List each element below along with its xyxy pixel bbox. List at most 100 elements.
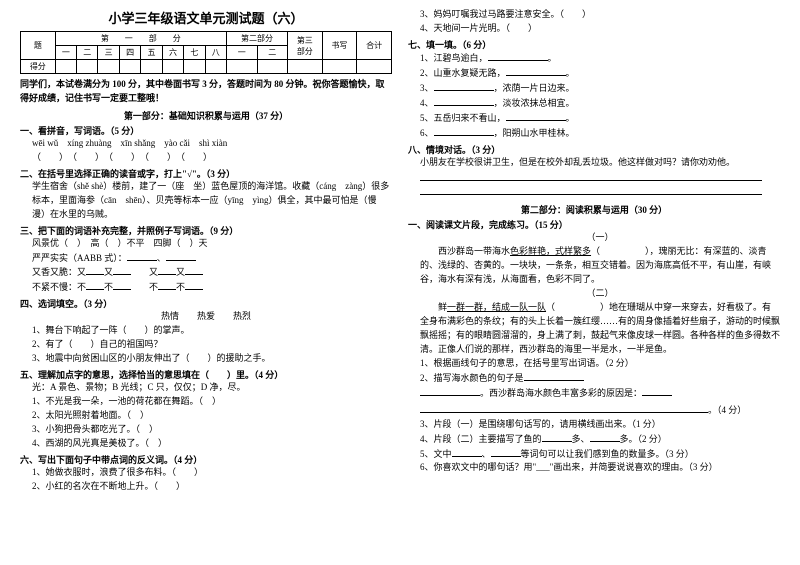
text: 。（4 分） bbox=[708, 405, 746, 415]
q1-header: 一、看拼音，写词语。（5 分） bbox=[20, 124, 392, 137]
q3-header: 三、把下面的词语补充完整，并照例子写词语。（9 分） bbox=[20, 224, 392, 237]
th: 一 bbox=[55, 46, 76, 60]
text: 5、文中 bbox=[420, 449, 452, 459]
q6-l4: 4、天地间一片光明。（ ） bbox=[408, 22, 780, 36]
th: 五 bbox=[141, 46, 162, 60]
q8-header: 八、情境对话。（3 分） bbox=[408, 143, 780, 156]
q3-l2: 严严实实（AABB 式）：、 bbox=[20, 251, 392, 266]
blank-line bbox=[420, 185, 762, 195]
th: 题 bbox=[21, 32, 56, 60]
q5-header: 五、理解加点字的意思，选择恰当的意思填在（ ）里。（4 分） bbox=[20, 368, 392, 381]
th: 七 bbox=[184, 46, 205, 60]
text: 、 bbox=[482, 449, 491, 459]
q7-l1: 1、江碧鸟逾白，。 bbox=[408, 51, 780, 66]
text: 。西沙群岛海水颜色丰富多彩的原因是： bbox=[480, 388, 642, 398]
q8-body: 小朋友在学校很讲卫生，但是在校外却乱丢垃圾。他这样做对吗？请你劝劝他。 bbox=[408, 156, 780, 170]
q7-l6: 6、 ，阳朔山水甲桂林。 bbox=[408, 126, 780, 141]
th: 合计 bbox=[357, 32, 392, 60]
r1-s5: 5、文中 、 等词句可以让我们感到鱼的数量多。（3 分） bbox=[408, 447, 780, 462]
p1-title: （一） bbox=[408, 231, 780, 245]
text: 多。（2 分） bbox=[620, 434, 667, 444]
cell bbox=[141, 60, 162, 74]
q3-l4: 不紧不慢：不不 不不 bbox=[20, 280, 392, 295]
r1-s4: 4、片段（二）主要描写了鱼的 多、 多。（2 分） bbox=[408, 432, 780, 447]
q4-words: 热情 热爱 热烈 bbox=[20, 310, 392, 324]
cell bbox=[162, 60, 183, 74]
th: 八 bbox=[205, 46, 226, 60]
q4-l2: 2、有了（ ）自己的祖国吗？ bbox=[20, 338, 392, 352]
q3-l3: 又香又脆：又又 又又 bbox=[20, 265, 392, 280]
text: ，阳朔山水甲桂林。 bbox=[494, 128, 575, 138]
part1-header: 第一部分：基础知识积累与运用（37 分） bbox=[20, 109, 392, 122]
text: 1、江碧鸟逾白， bbox=[420, 53, 488, 63]
blank-line bbox=[420, 171, 762, 181]
th: 一 bbox=[227, 46, 258, 60]
cell bbox=[322, 60, 357, 74]
q6-l3: 3、妈妈叮嘱我过马路要注意安全。（ ） bbox=[408, 8, 780, 22]
text: ，淡妆浓抹总相宜。 bbox=[494, 98, 575, 108]
q4-l3: 3、地震中向贫困山区的小朋友伸出了（ ）的援助之手。 bbox=[20, 352, 392, 366]
th: 书写 bbox=[322, 32, 357, 60]
th: 六 bbox=[162, 46, 183, 60]
q5-l2: 2、太阳光照射着地面。（ ） bbox=[20, 409, 392, 423]
q6-header: 六、写出下面句子中带点词的反义词。（4 分） bbox=[20, 453, 392, 466]
cell bbox=[227, 60, 258, 74]
text: 2、山重水复疑无路， bbox=[420, 68, 506, 78]
q3-l1: 风景优（ ） 高（ ）不平 四脚（ ）天 bbox=[20, 237, 392, 251]
text: 2、描写海水颜色的句子是 bbox=[420, 373, 524, 383]
p1-body: 西沙群岛一带海水色彩鲜艳，式样繁多（ ），瑰丽无比：有深蓝的、淡青的、浅绿的、杏… bbox=[408, 245, 780, 287]
text: 6、 bbox=[420, 128, 434, 138]
q4-l1: 1、舞台下响起了一阵（ ）的掌声。 bbox=[20, 324, 392, 338]
text: ，浓荫一片日边来。 bbox=[494, 83, 575, 93]
q5-l4: 4、西湖的风光真是美极了。（ ） bbox=[20, 437, 392, 451]
r1-s2b: 。西沙群岛海水颜色丰富多彩的原因是： bbox=[408, 386, 780, 401]
q7-l5: 5、五岳归来不看山，。 bbox=[408, 111, 780, 126]
p2-title: （二） bbox=[408, 287, 780, 301]
cell bbox=[119, 60, 140, 74]
q2-body: 学生宿舍（shě shè）楼前，建了一（座 坐）蓝色屋顶的海洋馆。收藏（cáng… bbox=[20, 180, 392, 222]
exam-title: 小学三年级语文单元测试题（六） bbox=[20, 8, 392, 27]
th: 第二部分 bbox=[227, 32, 288, 46]
q6-l1: 1、她做衣服时，浪费了很多布料。（ ） bbox=[20, 466, 392, 480]
q7-header: 七、填一填。（6 分） bbox=[408, 38, 780, 51]
r1-s2c: 。（4 分） bbox=[408, 401, 780, 418]
r1-header: 一、阅读课文片段，完成练习。（15 分） bbox=[408, 218, 780, 231]
text: 4、片段（二）主要描写了鱼的 bbox=[420, 434, 542, 444]
text: 多、 bbox=[572, 434, 590, 444]
text: 3、 bbox=[420, 83, 434, 93]
cell bbox=[205, 60, 226, 74]
q1-pinyin: wēi wǔ xíng zhuàng xīn shǎng yào cǎi shì… bbox=[20, 137, 392, 151]
p2-body: 鲜一群一群，结成一队一队（ ）地在珊瑚从中穿一来穿去，好看极了。有全身布满彩色的… bbox=[408, 301, 780, 357]
right-column: 3、妈妈叮嘱我过马路要注意安全。（ ） 4、天地间一片光明。（ ） 七、填一填。… bbox=[400, 8, 788, 557]
q5-l3: 3、小狗把骨头都吃光了。（ ） bbox=[20, 423, 392, 437]
r1-s1: 1、根据画线句子的意思，在括号里写出词语。（2 分） bbox=[408, 357, 780, 371]
q4-header: 四、选词填空。（3 分） bbox=[20, 297, 392, 310]
text: 5、五岳归来不看山， bbox=[420, 113, 506, 123]
cell bbox=[55, 60, 76, 74]
th: 二 bbox=[257, 46, 288, 60]
th: 三 bbox=[98, 46, 119, 60]
q7-l2: 2、山重水复疑无路，。 bbox=[408, 66, 780, 81]
q5-l1: 1、不光是我一朵，一池的荷花都在舞蹈。（ ） bbox=[20, 395, 392, 409]
th: 第 一 部 分 bbox=[55, 32, 226, 46]
q7-l4: 4、，淡妆浓抹总相宜。 bbox=[408, 96, 780, 111]
cell bbox=[257, 60, 288, 74]
th: 二 bbox=[77, 46, 98, 60]
q5-opts: 光：A 景色、景物；B 光线；C 只，仅仅；D 净，尽。 bbox=[20, 381, 392, 395]
q6-l2: 2、小红的名次在不断地上升。（ ） bbox=[20, 480, 392, 494]
q1-blanks: （ ） （ ） （ ） （ ） （ ） bbox=[20, 151, 392, 165]
r1-s6: 6、你喜欢文中的哪句话？用"___"画出来，并简要说说喜欢的理由。（3 分） bbox=[408, 461, 780, 475]
th: 第三部分 bbox=[288, 32, 323, 60]
q7-l3: 3、 ，浓荫一片日边来。 bbox=[408, 81, 780, 96]
th: 得分 bbox=[21, 60, 56, 74]
r1-s2: 2、描写海水颜色的句子是 bbox=[408, 371, 780, 386]
th: 四 bbox=[119, 46, 140, 60]
part2-header: 第二部分：阅读积累与运用（30 分） bbox=[408, 203, 780, 216]
cell bbox=[357, 60, 392, 74]
cell bbox=[184, 60, 205, 74]
q2-header: 二、在括号里选择正确的读音或字，打上"√"。（3 分） bbox=[20, 167, 392, 180]
r1-s3: 3、片段（一）是围绕哪句话写的，请用横线画出来。（1 分） bbox=[408, 418, 780, 432]
cell bbox=[288, 60, 323, 74]
left-column: 小学三年级语文单元测试题（六） 题 第 一 部 分 第二部分 第三部分 书写 合… bbox=[12, 8, 400, 557]
text: 等词句可以让我们感到鱼的数量多。（3 分） bbox=[521, 449, 694, 459]
